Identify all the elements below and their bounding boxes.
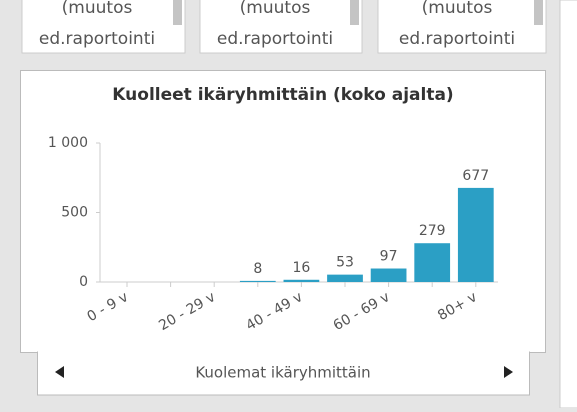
prev-arrow[interactable] xyxy=(55,366,64,378)
card-text: ed.raportointi xyxy=(399,29,515,49)
card-text: (muutos xyxy=(240,0,311,18)
data-label: 677 xyxy=(462,168,489,184)
data-label: 279 xyxy=(419,223,446,239)
chart-title: Kuolleet ikäryhmittäin (koko ajalta) xyxy=(112,85,453,105)
scrollbar[interactable] xyxy=(173,0,182,25)
card xyxy=(199,0,363,54)
data-label: 97 xyxy=(380,249,398,265)
bar xyxy=(370,268,407,282)
y-tick-label: 1 000 xyxy=(48,135,88,151)
navigator-join xyxy=(38,348,529,354)
card-text: ed.raportointi xyxy=(39,29,155,49)
next-arrow[interactable] xyxy=(504,366,513,378)
navigator-label: Kuolemat ikäryhmittäin xyxy=(195,364,370,382)
side-panel xyxy=(559,0,577,409)
card-text: ed.raportointi xyxy=(217,29,333,49)
bar xyxy=(457,187,494,282)
card-text: (muutos xyxy=(422,0,493,18)
data-label: 16 xyxy=(292,260,310,276)
data-label: 53 xyxy=(336,255,354,271)
card xyxy=(21,0,186,54)
bar xyxy=(283,279,320,282)
scrollbar[interactable] xyxy=(350,0,359,25)
card-text: (muutos xyxy=(62,0,133,18)
bar xyxy=(327,274,363,282)
card xyxy=(377,0,547,54)
data-label: 8 xyxy=(253,261,262,277)
bar xyxy=(239,280,276,282)
scrollbar[interactable] xyxy=(534,0,543,25)
bar xyxy=(414,243,451,282)
y-tick-label: 500 xyxy=(61,205,88,221)
y-tick-label: 0 xyxy=(79,274,88,290)
